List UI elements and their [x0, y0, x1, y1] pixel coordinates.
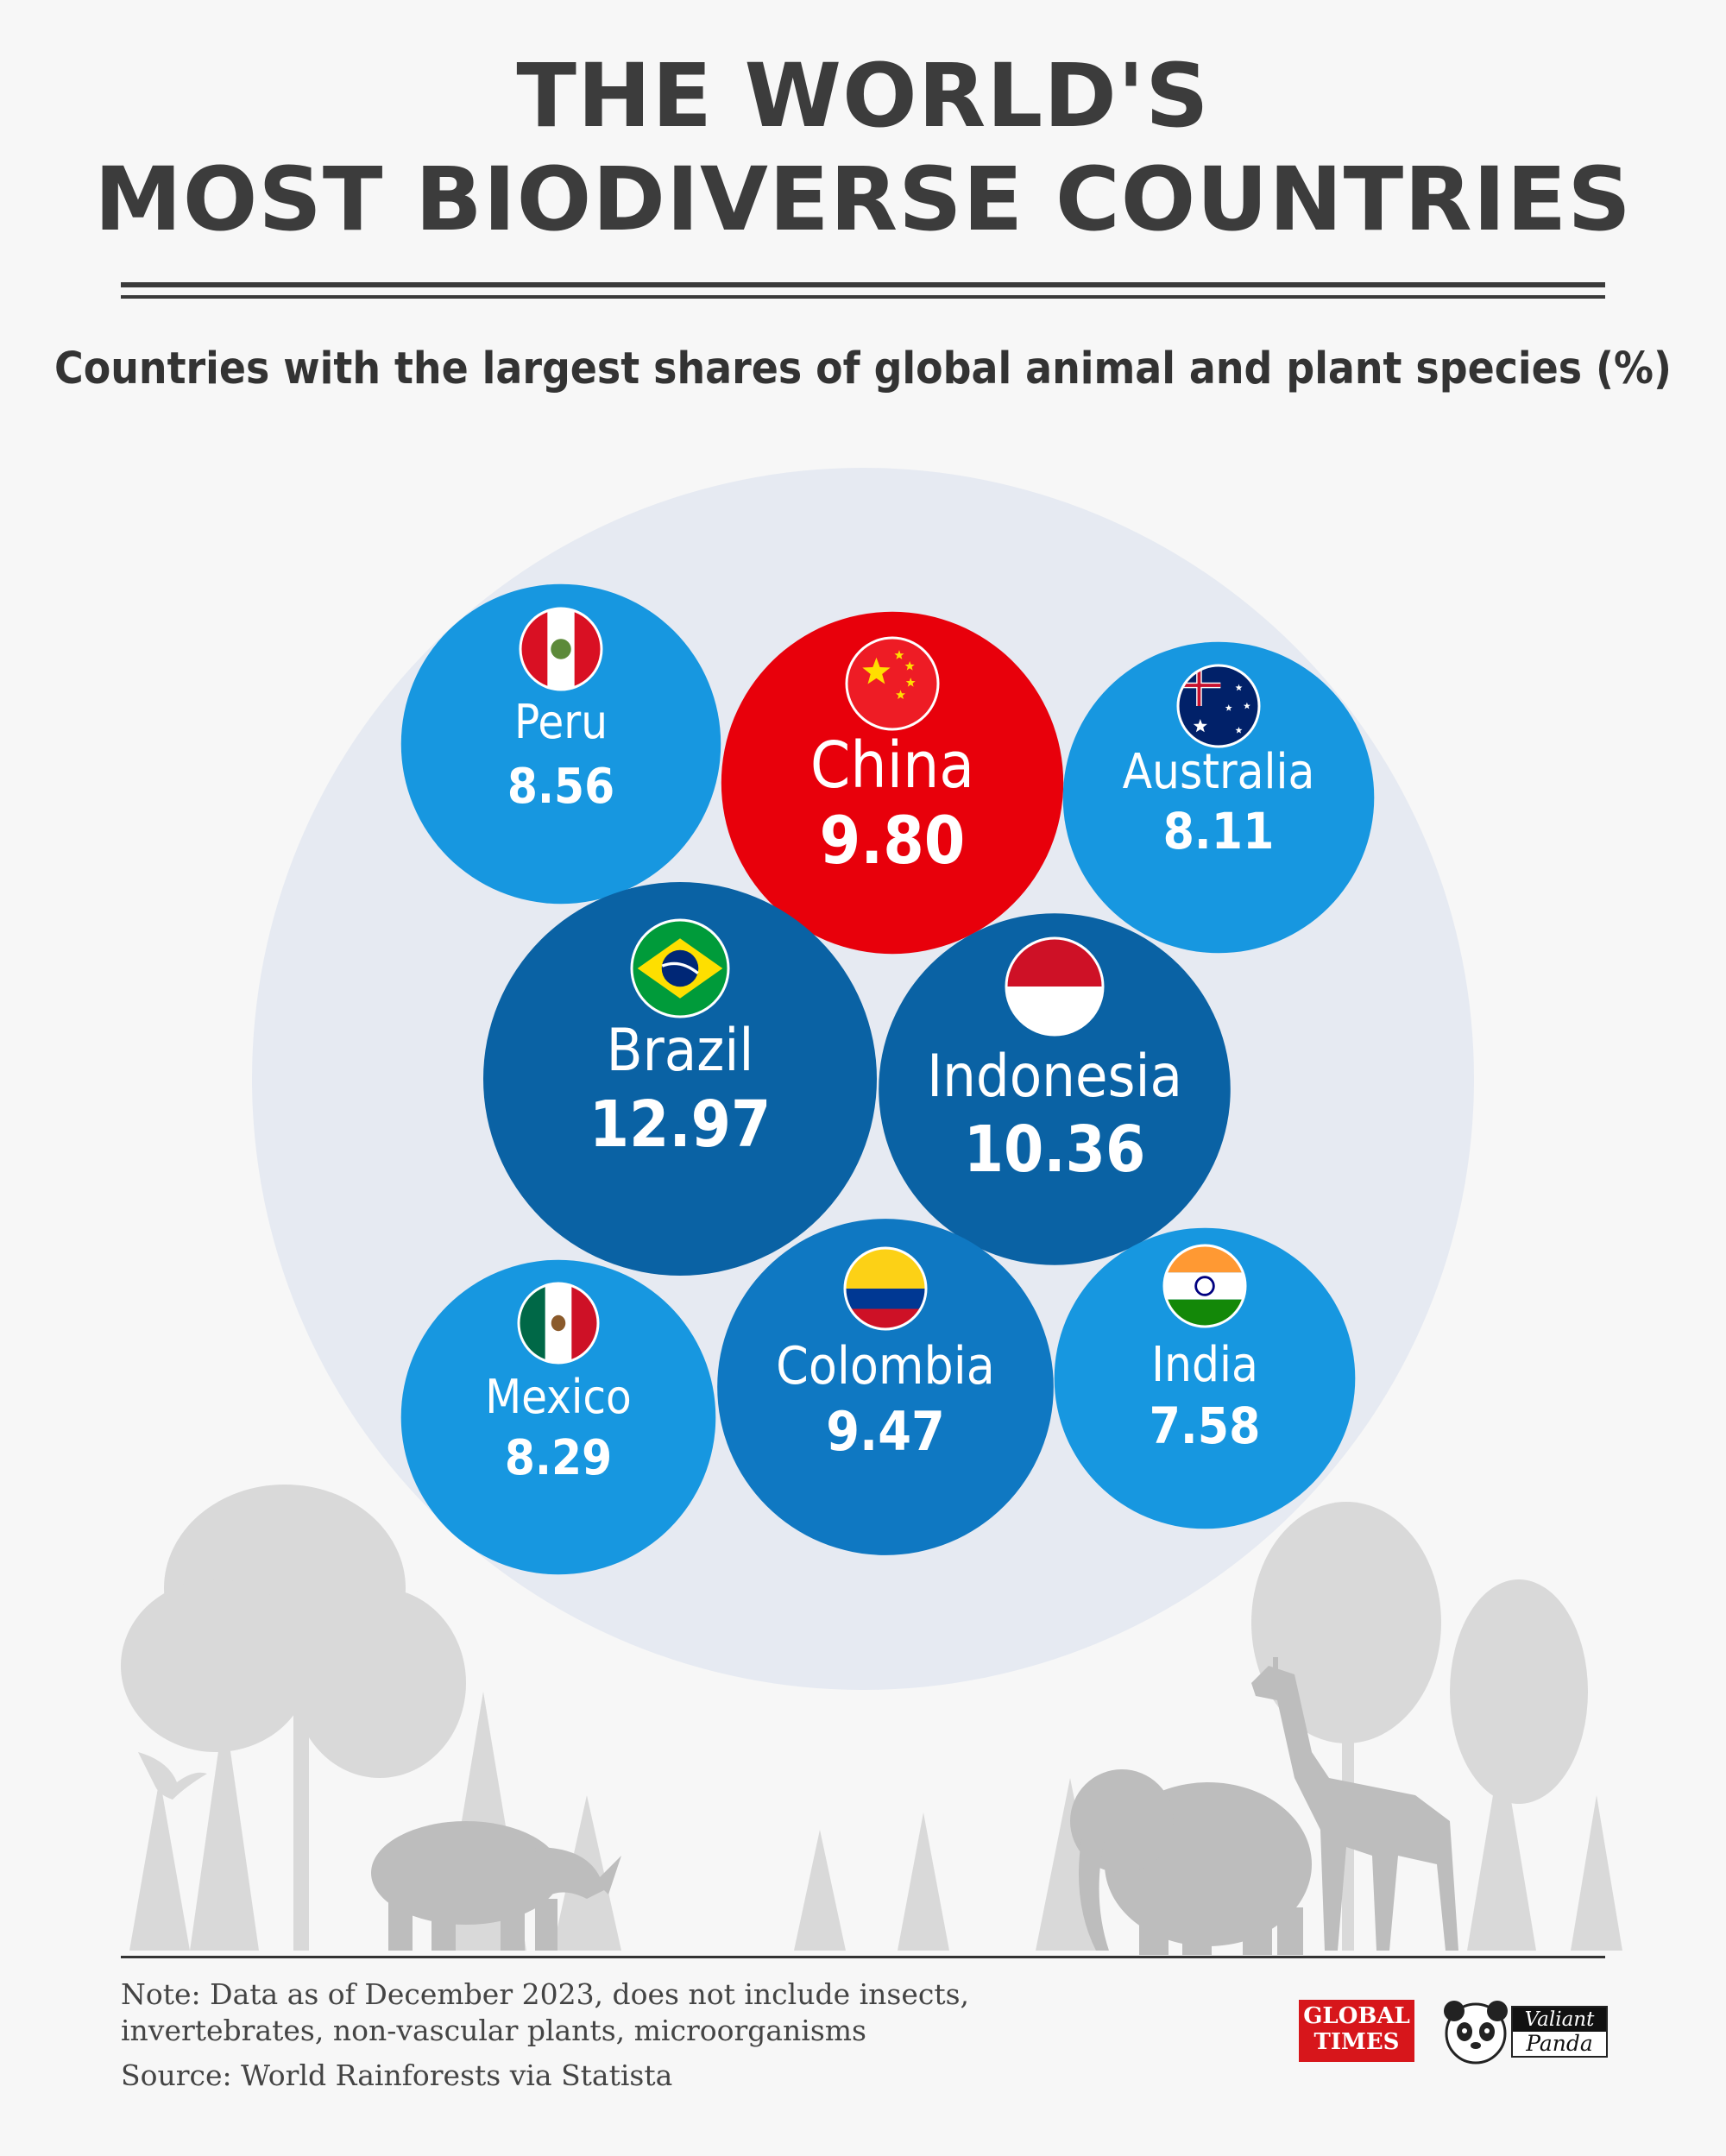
bubble-label-peru: Peru: [514, 695, 608, 749]
bubble-label-china: China: [810, 728, 974, 803]
indonesia-flag-icon: [1005, 936, 1105, 1037]
valiant-panda-logo: Valiant Panda: [1437, 1994, 1609, 2068]
mexico-flag-icon: [517, 1282, 600, 1365]
chart-title: THE WORLD'S MOST BIODIVERSE COUNTRIES: [0, 45, 1726, 252]
vp-logo-line-2: Panda: [1526, 2031, 1593, 2056]
bubble-value-indonesia: 10.36: [964, 1113, 1146, 1187]
title-line-1: THE WORLD'S: [516, 45, 1210, 148]
bubble-circle-peru: [400, 583, 721, 905]
china-flag-icon: [845, 636, 940, 731]
bubble-value-colombia: 9.47: [826, 1400, 945, 1463]
bubble-circle-australia: [1062, 641, 1375, 954]
bubble-value-mexico: 8.29: [505, 1430, 612, 1486]
bubble-value-india: 7.58: [1150, 1396, 1261, 1455]
bubble-value-peru: 8.56: [507, 759, 614, 815]
bubble-circle-brazil: [483, 882, 877, 1276]
wildlife-silhouette: [121, 1485, 1622, 1955]
bubble-circle-china: [721, 611, 1064, 955]
australia-flag-icon: [1176, 664, 1261, 748]
title-rule-top: [121, 282, 1605, 287]
title-line-2: MOST BIODIVERSE COUNTRIES: [94, 148, 1632, 251]
bubble-label-australia: Australia: [1123, 744, 1315, 800]
bubble-peru: Peru 8.56: [400, 583, 721, 905]
bubble-circle-india: [1054, 1227, 1356, 1529]
footer-divider: [121, 1956, 1605, 1958]
bubble-label-colombia: Colombia: [776, 1336, 995, 1396]
valiant-panda-wordmark: Valiant Panda: [1511, 2006, 1608, 2058]
chart-subtitle: Countries with the largest shares of glo…: [54, 344, 1672, 394]
india-flag-icon: [1162, 1244, 1247, 1328]
bubble-label-india: India: [1151, 1337, 1258, 1393]
note-line-1: Note: Data as of December 2023, does not…: [121, 1977, 970, 2011]
gt-logo-line-2: TIMES: [1313, 2029, 1400, 2055]
bubble-mexico: Mexico 8.29: [400, 1259, 716, 1575]
chart-source: Source: World Rainforests via Statista: [121, 2058, 673, 2092]
bubble-value-australia: 8.11: [1163, 802, 1275, 861]
note-line-2: invertebrates, non-vascular plants, micr…: [121, 2014, 866, 2047]
bubble-value-brazil: 12.97: [589, 1087, 772, 1162]
bubble-label-indonesia: Indonesia: [927, 1043, 1182, 1111]
chart-note: Note: Data as of December 2023, does not…: [121, 1976, 969, 2049]
vp-logo-line-1: Valiant: [1513, 2008, 1606, 2032]
colombia-flag-icon: [843, 1246, 928, 1331]
bubble-circle-indonesia: [879, 913, 1231, 1265]
bubble-label-brazil: Brazil: [607, 1017, 754, 1085]
bubble-circle-colombia: [717, 1219, 1054, 1555]
bubble-circle-mexico: [400, 1259, 716, 1575]
brazil-flag-icon: [630, 918, 730, 1018]
gt-logo-line-1: GLOBAL: [1303, 2003, 1410, 2029]
global-times-logo: GLOBAL TIMES: [1299, 2000, 1414, 2062]
peru-flag-icon: [519, 607, 603, 691]
panda-icon: [1444, 2001, 1508, 2065]
bubble-label-mexico: Mexico: [485, 1370, 632, 1424]
title-rule-bottom: [121, 295, 1605, 299]
bubble-value-china: 9.80: [820, 802, 966, 879]
